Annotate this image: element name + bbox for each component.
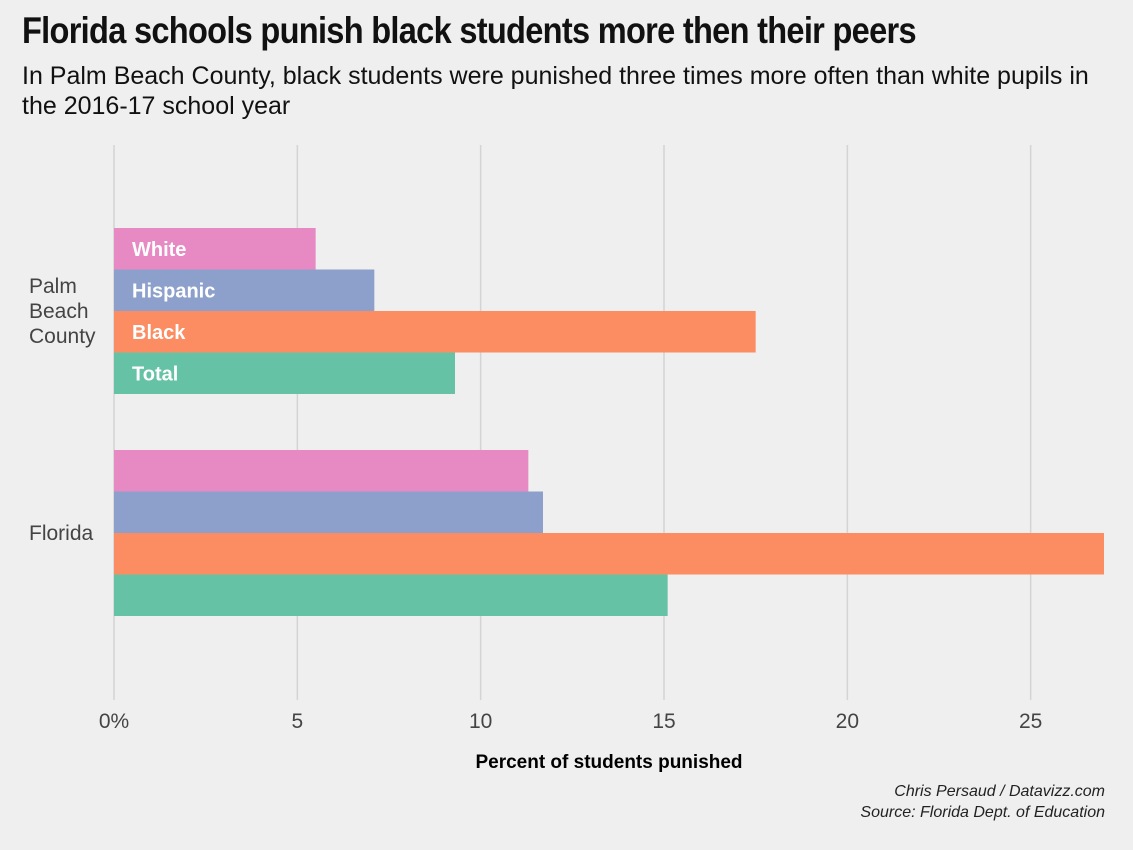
x-tick-label: 10 xyxy=(469,710,492,733)
category-label: Florida xyxy=(29,522,94,545)
series-label-black: Black xyxy=(132,322,186,344)
series-label-white: White xyxy=(132,239,186,261)
category-label: Beach xyxy=(29,300,89,323)
x-tick-label: 0% xyxy=(99,710,129,733)
series-labels: White Hispanic Black Total xyxy=(132,239,215,386)
x-tick-label: 5 xyxy=(291,710,303,733)
bar-hispanic-0 xyxy=(114,269,375,311)
series-label-hispanic: Hispanic xyxy=(132,280,215,302)
x-tick-label: 15 xyxy=(652,710,675,733)
bar-white-0 xyxy=(114,228,316,270)
x-tick-label: 25 xyxy=(1019,710,1042,733)
bar-white-1 xyxy=(114,450,529,492)
source-credit: Source: Florida Dept. of Education xyxy=(860,804,1105,821)
bars xyxy=(114,228,1104,616)
author-credit: Chris Persaud / Datavizz.com xyxy=(894,783,1105,800)
category-label: County xyxy=(29,325,96,348)
category-label: Palm xyxy=(29,275,77,298)
bar-black-1 xyxy=(114,533,1104,575)
x-axis-label: Percent of students punished xyxy=(475,752,742,773)
bar-total-0 xyxy=(114,352,455,394)
chart-title: Florida schools punish black students mo… xyxy=(22,10,917,51)
bar-hispanic-1 xyxy=(114,491,543,533)
caption: Chris Persaud / Datavizz.com Source: Flo… xyxy=(860,781,1105,823)
x-tick-labels: 0% 5 10 15 20 25 xyxy=(99,710,1043,733)
x-tick-label: 20 xyxy=(836,710,859,733)
bar-total-1 xyxy=(114,574,668,616)
bar-black-0 xyxy=(114,311,756,353)
series-label-total: Total xyxy=(132,363,178,385)
chart-subtitle: In Palm Beach County, black students wer… xyxy=(22,62,1089,120)
